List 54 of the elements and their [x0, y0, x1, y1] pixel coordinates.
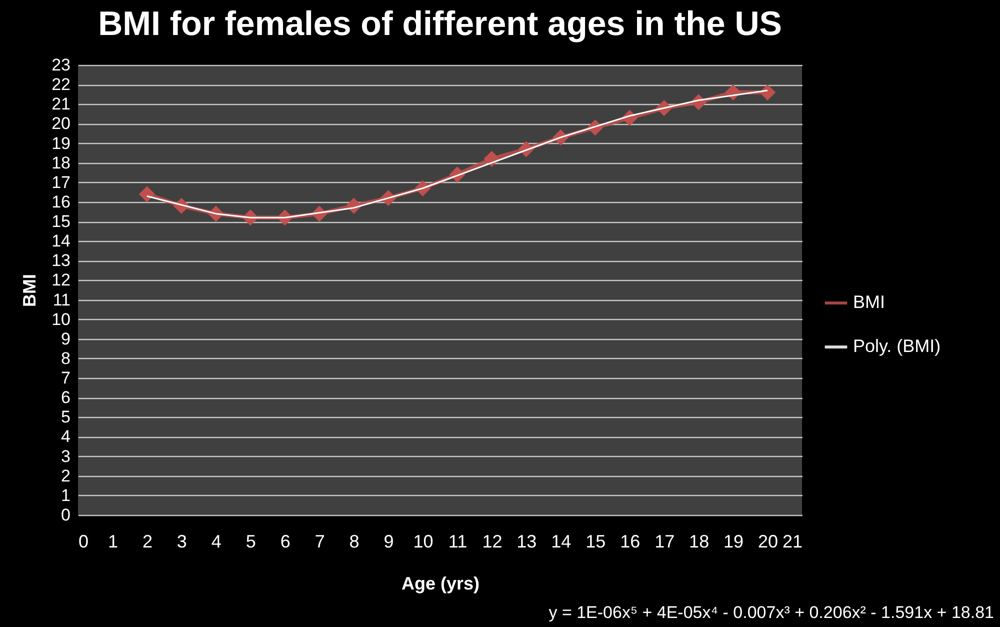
y-tick-label: 20: [52, 114, 70, 134]
legend-label: Poly. (BMI): [853, 336, 941, 356]
x-tick-label: 21: [782, 532, 802, 552]
y-tick-label: 21: [52, 94, 70, 114]
x-tick-label: 8: [349, 532, 360, 552]
y-tick-label: 19: [52, 134, 70, 153]
x-tick-label: 9: [384, 532, 394, 552]
y-tick-label: 8: [61, 348, 70, 368]
y-axis-title: BMI: [20, 274, 40, 307]
x-tick-label: 15: [586, 532, 606, 552]
point: [759, 84, 776, 100]
x-tick-label: 3: [176, 532, 187, 552]
y-tick-label: 10: [52, 310, 70, 329]
y-tick-label: 5: [61, 408, 70, 427]
x-tick-label: 10: [413, 532, 434, 552]
x-tick-label: 1: [108, 532, 118, 552]
y-tick-label: 23: [52, 56, 70, 74]
y-tick-label: 1: [61, 486, 70, 505]
x-tick-label: 2: [142, 532, 152, 552]
x-tick-label: 6: [280, 532, 290, 552]
y-tick-label: 14: [52, 232, 70, 251]
y-tick-label: 3: [61, 446, 70, 466]
y-tick-label: 4: [61, 427, 70, 446]
text: y = 1E-06x⁵ + 4E-05x⁴ - 0.007x³ + 0.206x² - 1.591x + 18.81: [548, 603, 994, 623]
y-tick-label: 13: [52, 251, 70, 270]
x-tick-label: 17: [654, 532, 675, 552]
x-tick-label: 13: [516, 532, 537, 552]
point: [138, 186, 156, 202]
x-tick-label: 4: [211, 532, 222, 552]
x-tick-label: 20: [758, 532, 778, 552]
x-tick-label: 19: [724, 532, 744, 552]
y-tick-label: 9: [61, 329, 70, 348]
y-tick-label: 6: [61, 388, 70, 408]
y-tick-label: 0: [61, 506, 70, 524]
y-tick-label: 11: [52, 290, 70, 310]
x-tick-label: 14: [551, 532, 572, 552]
x-tick-label: 18: [689, 532, 710, 552]
y-tick-label: 7: [61, 368, 70, 388]
legend-label: BMI: [853, 292, 886, 312]
y-tick-label: 22: [52, 75, 70, 94]
x-axis-title: Age (yrs): [401, 574, 480, 594]
x-tick-label: 5: [246, 532, 256, 552]
x-tick-label: 12: [482, 532, 502, 552]
x-tick-label: 16: [620, 532, 640, 552]
chart-title: BMI for females of different ages in the US: [98, 5, 782, 43]
y-tick-label: 17: [52, 172, 70, 192]
y-tick-label: 16: [52, 192, 70, 212]
y-tick-label: 12: [52, 270, 70, 290]
x-tick-label: 7: [314, 532, 325, 552]
x-tick-label: 0: [78, 532, 89, 552]
y-tick-label: 2: [61, 466, 70, 486]
x-tick-label: 11: [448, 532, 468, 552]
y-tick-label: 18: [52, 153, 70, 172]
y-tick-label: 15: [52, 212, 70, 232]
